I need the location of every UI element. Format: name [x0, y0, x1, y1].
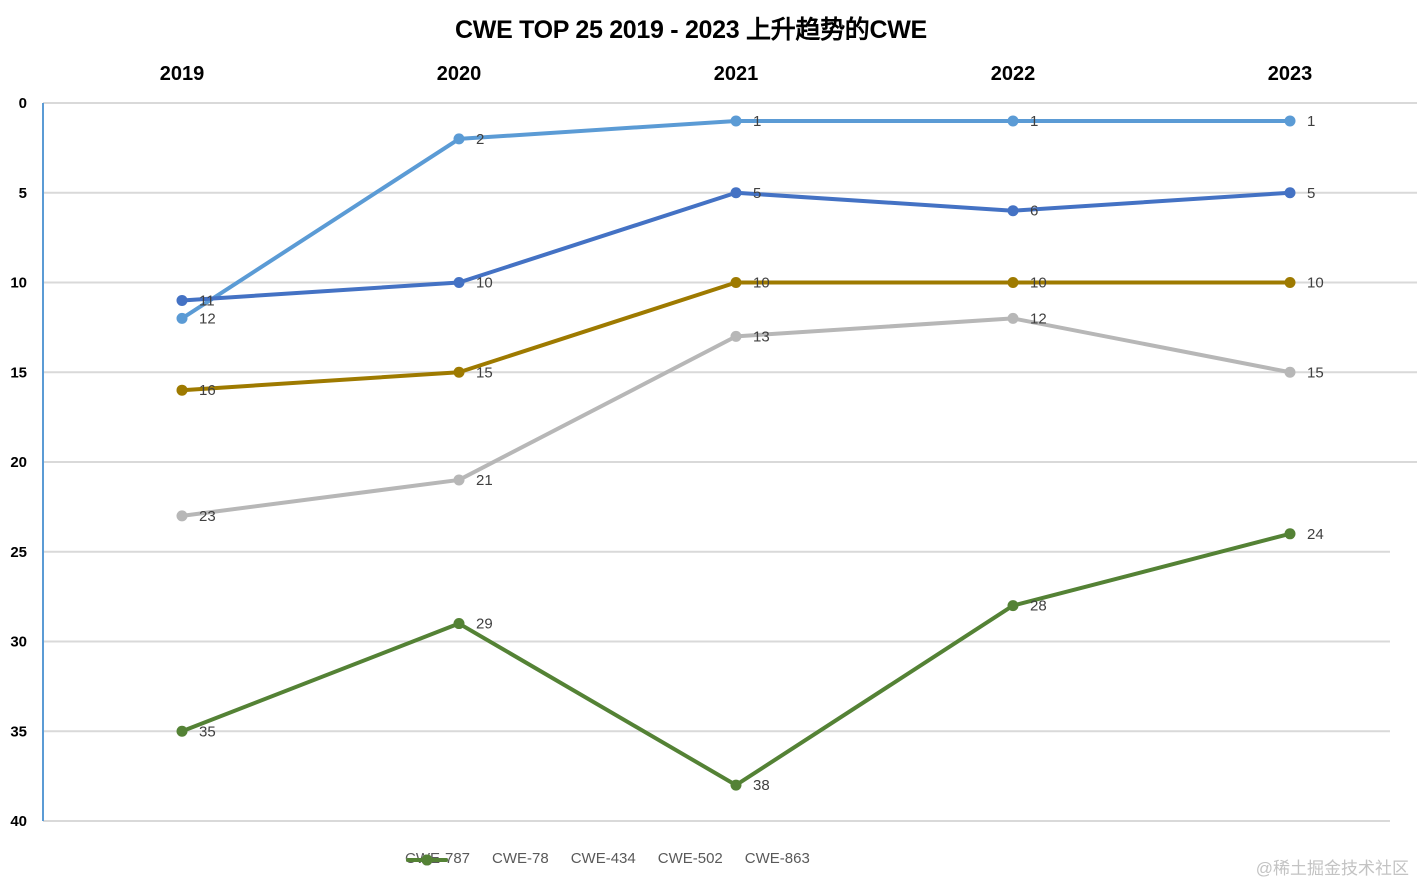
data-point-marker: [176, 312, 188, 324]
data-label: 23: [199, 508, 216, 525]
y-tick-label: 30: [10, 634, 27, 651]
data-label: 6: [1030, 203, 1038, 220]
data-point-marker: [730, 779, 742, 791]
y-tick-label: 25: [10, 544, 27, 561]
data-point-marker: [453, 277, 465, 288]
data-label: 21: [476, 472, 493, 489]
legend-label: CWE-78: [492, 850, 549, 867]
data-point-marker: [1284, 187, 1296, 199]
data-point-marker: [1007, 277, 1019, 288]
series-cwe-434: 16 15 10 10 10: [176, 275, 1324, 399]
y-tick-label: 10: [10, 275, 27, 292]
x-tick-label: 2022: [991, 63, 1036, 85]
data-label: 38: [753, 777, 770, 794]
data-label: 16: [199, 382, 216, 399]
data-point-marker: [453, 133, 465, 145]
y-tick-label: 35: [10, 723, 27, 740]
y-tick-label: 20: [10, 454, 27, 471]
data-point-marker: [730, 277, 742, 288]
series-cwe-502: 23 21 13 12 15: [176, 310, 1324, 525]
legend-item-cwe-434[interactable]: CWE-434: [406, 850, 636, 867]
data-point-marker: [176, 510, 188, 522]
legend-item-cwe-502[interactable]: CWE-502: [406, 850, 723, 867]
legend-label: CWE-502: [657, 850, 723, 867]
data-label: 1: [1030, 113, 1038, 130]
y-tick-label: 15: [10, 364, 27, 381]
data-label: 5: [1307, 185, 1315, 202]
data-label: 15: [476, 364, 493, 381]
y-tick-label: 40: [10, 813, 27, 830]
series-cwe-863: 35 29 38 28 24: [176, 526, 1324, 794]
data-point-marker: [453, 474, 465, 486]
y-tick-label: 0: [19, 95, 27, 112]
data-label: 13: [753, 328, 770, 345]
data-label: 10: [753, 275, 770, 292]
data-point-marker: [1284, 528, 1296, 540]
legend-line-marker-icon: [406, 854, 448, 866]
data-point-marker: [1284, 366, 1296, 378]
data-point-marker: [1284, 277, 1296, 288]
data-label: 1: [1307, 113, 1315, 130]
data-point-marker: [1007, 312, 1019, 324]
legend-label: CWE-863: [744, 850, 810, 867]
data-label: 35: [199, 723, 216, 740]
data-label: 1: [753, 113, 761, 130]
data-label: 24: [1307, 526, 1324, 543]
data-point-marker: [730, 115, 742, 127]
data-point-marker: [176, 294, 188, 306]
legend-label: CWE-434: [570, 850, 636, 867]
data-point-marker: [1007, 115, 1019, 127]
data-label: 2: [476, 131, 484, 148]
data-label: 15: [1307, 364, 1324, 381]
x-tick-label: 2021: [714, 63, 759, 85]
data-label: 10: [476, 275, 493, 292]
data-label: 10: [1030, 275, 1047, 292]
x-axis-ticks: 2019 2020 2021 2022 2023: [160, 63, 1313, 85]
watermark: @稀土掘金技术社区: [1255, 859, 1409, 878]
data-point-marker: [1007, 205, 1019, 217]
data-label: 11: [199, 292, 215, 309]
data-point-marker: [730, 330, 742, 342]
legend-item-cwe-863[interactable]: CWE-863: [406, 850, 810, 867]
data-label: 28: [1030, 598, 1047, 615]
data-label: 12: [199, 310, 216, 327]
data-point-marker: [453, 366, 465, 378]
x-tick-label: 2020: [437, 63, 482, 85]
data-point-marker: [730, 187, 742, 199]
chart-title: CWE TOP 25 2019 - 2023 上升趋势的CWE: [455, 16, 927, 44]
y-tick-label: 5: [19, 185, 27, 202]
x-tick-label: 2019: [160, 63, 205, 85]
data-point-marker: [176, 384, 188, 396]
x-tick-label: 2023: [1268, 63, 1313, 85]
series-line: [180, 316, 1292, 518]
data-label: 10: [1307, 275, 1324, 292]
legend-item-cwe-78[interactable]: CWE-78: [406, 850, 549, 867]
series-line: [180, 531, 1292, 788]
series-cwe-78: 11 10 5 6 5: [176, 185, 1315, 309]
y-axis-ticks: 0 5 10 15 20 25 30 35 40: [10, 95, 27, 830]
data-label: 5: [753, 185, 761, 202]
data-label: 29: [476, 616, 493, 633]
data-label: 12: [1030, 310, 1047, 327]
gridlines: [43, 102, 1417, 822]
data-point-marker: [453, 618, 465, 630]
data-point-marker: [1284, 115, 1296, 127]
data-point-marker: [176, 725, 188, 737]
data-point-marker: [1007, 600, 1019, 612]
